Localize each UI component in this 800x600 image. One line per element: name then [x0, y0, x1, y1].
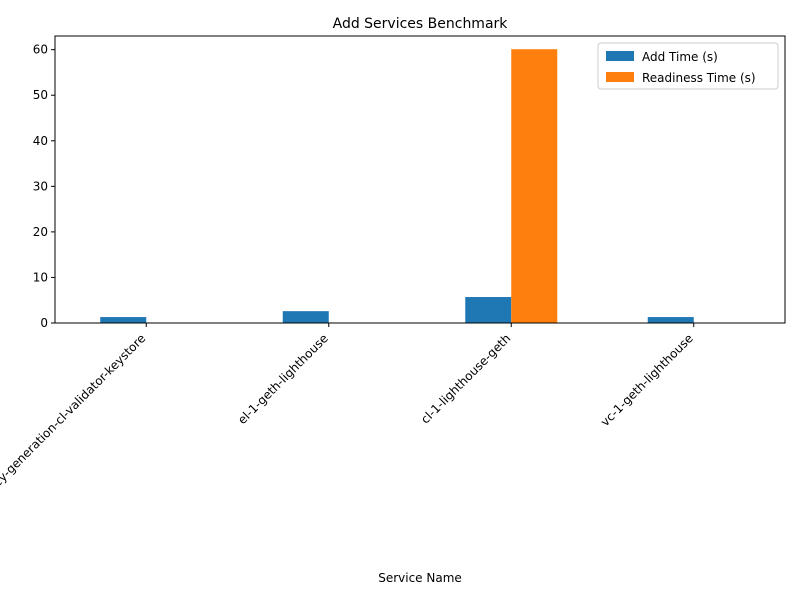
- bar-0-2: [465, 297, 512, 323]
- bar-0-0: [100, 317, 147, 323]
- legend-label-1: Readiness Time (s): [642, 71, 756, 85]
- y-tick-label-2: 20: [33, 225, 48, 239]
- x-tick-label-2: cl-1-lighthouse-geth: [418, 331, 513, 426]
- legend-box: [597, 42, 779, 90]
- x-tick-label-1: el-1-geth-lighthouse: [235, 331, 331, 427]
- y-tick-label-4: 40: [33, 134, 48, 148]
- y-tick-label-6: 60: [33, 43, 48, 57]
- bar-1-2: [511, 49, 558, 323]
- y-tick-label-5: 50: [33, 88, 48, 102]
- legend-label-0: Add Time (s): [642, 50, 718, 64]
- legend-swatch-0: [606, 51, 634, 61]
- chart-title: Add Services Benchmark: [333, 16, 509, 32]
- bar-0-1: [282, 311, 329, 323]
- y-tick-label-1: 10: [33, 270, 48, 284]
- legend-swatch-1: [606, 72, 634, 82]
- x-tick-label-3: vc-1-geth-lighthouse: [598, 331, 696, 429]
- legend: Add Time (s) Readiness Time (s): [597, 42, 779, 90]
- x-axis-label: Service Name: [378, 571, 462, 585]
- x-tick-label-0: validator-key-generation-cl-validator-ke…: [0, 331, 148, 534]
- plot-area: 0 10 20 30 40 50 60 validator-key-generation-cl…: [0, 35, 786, 534]
- y-tick-label-3: 30: [33, 179, 48, 193]
- axes-frame: [54, 35, 786, 324]
- bar-0-3: [647, 317, 694, 323]
- y-tick-label-0: 0: [40, 316, 48, 330]
